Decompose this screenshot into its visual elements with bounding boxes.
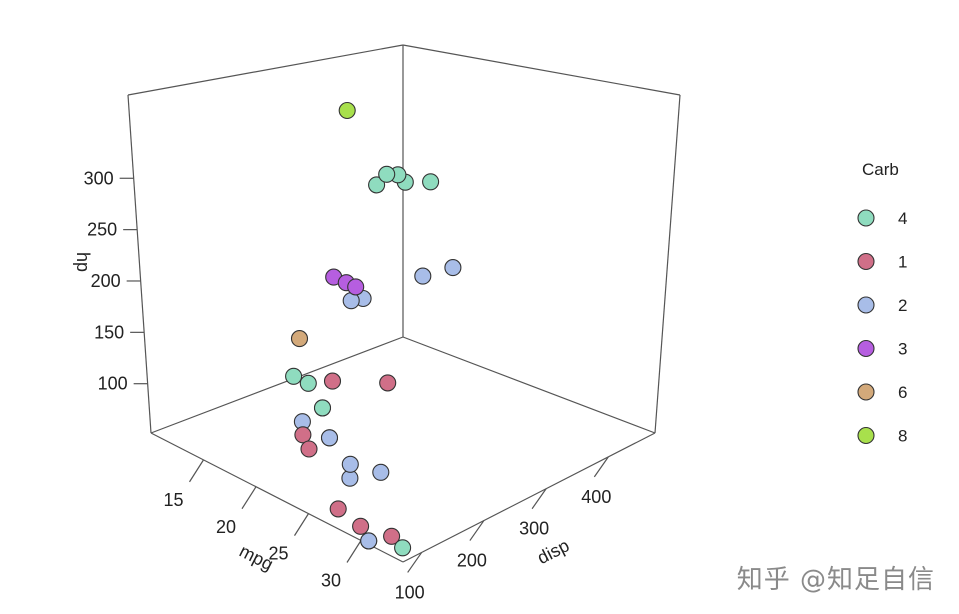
y-tick-mark [593,456,609,478]
data-point-carb-3 [347,278,365,296]
legend-swatch [857,252,875,271]
data-point-carb-1 [379,374,397,392]
data-point-carb-2 [360,532,378,550]
box-edge [127,94,152,434]
legend-label: 2 [898,296,907,315]
legend-label: 4 [898,209,907,228]
box-edge [402,44,681,96]
y-tick-label: 300 [519,519,549,539]
data-point-carb-2 [320,429,339,447]
chart-box [127,44,681,563]
x-tick-mark [188,459,205,483]
legend-label: 8 [898,427,907,446]
x-tick-label: 15 [163,490,183,510]
z-tick-label: 150 [94,322,124,342]
box-edge [402,336,656,434]
x-tick-mark [293,513,310,536]
z-tick-label: 200 [91,271,121,291]
z-axis-title: hp [73,252,93,272]
data-point-carb-2 [414,267,432,285]
data-point-carb-4 [313,399,332,417]
legend-swatch [857,426,875,445]
watermark: 知乎 @知足自信 [736,565,935,595]
y-tick-label: 100 [395,582,425,602]
z-tick-label: 300 [84,168,114,188]
y-tick-mark [407,552,423,573]
z-tick-label: 250 [87,220,117,240]
data-point-carb-4 [378,165,396,183]
data-points [285,101,462,557]
legend-swatch [857,296,875,314]
x-tick-mark [241,486,257,510]
x-tick-mark [346,540,362,563]
y-tick-label: 200 [457,551,487,571]
z-axis: hp 100 150 200 250 300 [73,168,148,394]
data-point-carb-8 [338,101,356,120]
y-axis-title: disp [534,535,573,568]
data-point-carb-1 [383,527,401,545]
z-tick-label: 100 [98,374,128,394]
data-point-carb-1 [300,440,318,458]
legend-label: 3 [898,340,907,359]
box-edge [150,336,404,434]
data-point-carb-1 [323,372,342,390]
data-point-carb-2 [341,455,359,473]
legend-swatch [857,209,875,227]
data-point-carb-2 [444,259,462,277]
x-tick-label: 30 [321,571,341,591]
data-point-carb-4 [394,539,412,557]
x-tick-label: 25 [268,544,288,564]
y-tick-mark [531,488,547,510]
box-edge [402,432,656,563]
y-tick-mark [469,520,485,541]
x-tick-label: 20 [216,517,236,537]
data-point-carb-6 [290,330,309,348]
legend-label: 6 [898,383,907,402]
data-point-carb-4 [368,176,386,194]
data-point-carb-4 [285,367,303,385]
legend-swatch [857,339,875,358]
y-axis: disp 100 200 300 400 [395,456,611,602]
data-point-carb-1 [329,500,347,518]
box-edge [127,44,404,96]
data-point-carb-4 [299,374,317,392]
legend-label: 1 [898,253,907,272]
data-point-carb-1 [352,517,370,535]
y-tick-label: 400 [581,487,611,507]
data-point-carb-1 [294,426,312,444]
data-point-carb-4 [422,173,440,191]
legend: Carb 4 1 2 3 6 8 [857,160,907,446]
legend-swatch [857,383,875,401]
legend-title: Carb [862,160,899,179]
box-edge [654,94,681,434]
data-point-carb-2 [372,463,390,481]
